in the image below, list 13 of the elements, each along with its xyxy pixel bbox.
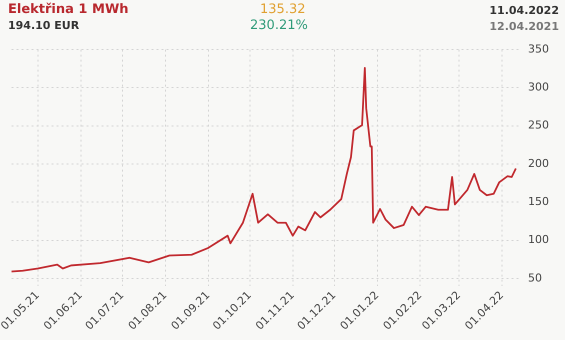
text: 135.32 [260,2,306,17]
y-tick-label: 50 [528,271,542,284]
text: 194.10 EUR [8,19,80,32]
text: 11.04.2022 [489,4,559,17]
y-tick-label: 100 [528,233,550,246]
y-tick-label: 300 [528,80,550,94]
chart-title: Elektřina 1 MWh [8,2,129,17]
y-tick-label: 350 [528,42,550,56]
y-tick-label: 200 [528,156,550,170]
text: 230.21% [250,18,308,33]
text: 12.04.2021 [489,20,559,33]
y-tick-label: 250 [528,118,550,132]
y-tick-label: 150 [528,194,550,208]
